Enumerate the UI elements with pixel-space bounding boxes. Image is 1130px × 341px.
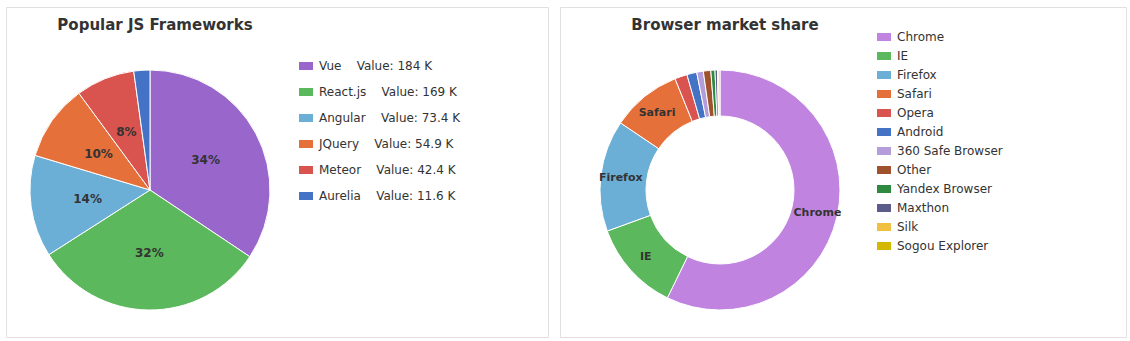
svg-text:Opera: Opera: [897, 106, 934, 120]
svg-text:Aurelia Value: 11.6 K: Aurelia Value: 11.6 K: [319, 189, 456, 203]
svg-text:Firefox: Firefox: [599, 171, 643, 184]
svg-text:Meteor Value: 42.4 K: Meteor Value: 42.4 K: [319, 163, 457, 177]
svg-text:10%: 10%: [84, 147, 113, 161]
svg-text:Firefox: Firefox: [897, 68, 937, 82]
svg-text:IE: IE: [640, 250, 652, 263]
svg-text:Yandex Browser: Yandex Browser: [896, 182, 992, 196]
svg-text:Maxthon: Maxthon: [897, 201, 949, 215]
svg-text:JQuery Value: 54.9 K: JQuery Value: 54.9 K: [318, 137, 455, 151]
svg-text:360 Safe Browser: 360 Safe Browser: [897, 144, 1003, 158]
svg-text:Safari: Safari: [639, 106, 676, 119]
svg-text:Vue Value: 184 K: Vue Value: 184 K: [319, 59, 433, 73]
svg-text:IE: IE: [897, 49, 908, 63]
svg-text:Android: Android: [897, 125, 943, 139]
svg-text:Chrome: Chrome: [897, 30, 944, 44]
svg-text:34%: 34%: [191, 153, 220, 167]
svg-text:14%: 14%: [73, 192, 102, 206]
svg-text:React.js Value: 169 K: React.js Value: 169 K: [319, 85, 458, 99]
svg-text:Silk: Silk: [897, 220, 918, 234]
svg-text:Safari: Safari: [897, 87, 932, 101]
svg-text:32%: 32%: [135, 246, 164, 260]
svg-text:Other: Other: [897, 163, 931, 177]
svg-text:Popular JS Frameworks: Popular JS Frameworks: [57, 16, 252, 34]
svg-text:Sogou Explorer: Sogou Explorer: [897, 239, 988, 253]
svg-text:Browser market share: Browser market share: [631, 16, 818, 34]
svg-text:Chrome: Chrome: [794, 206, 842, 219]
svg-text:8%: 8%: [116, 125, 136, 139]
svg-text:Angular Value: 73.4 K: Angular Value: 73.4 K: [319, 111, 461, 125]
